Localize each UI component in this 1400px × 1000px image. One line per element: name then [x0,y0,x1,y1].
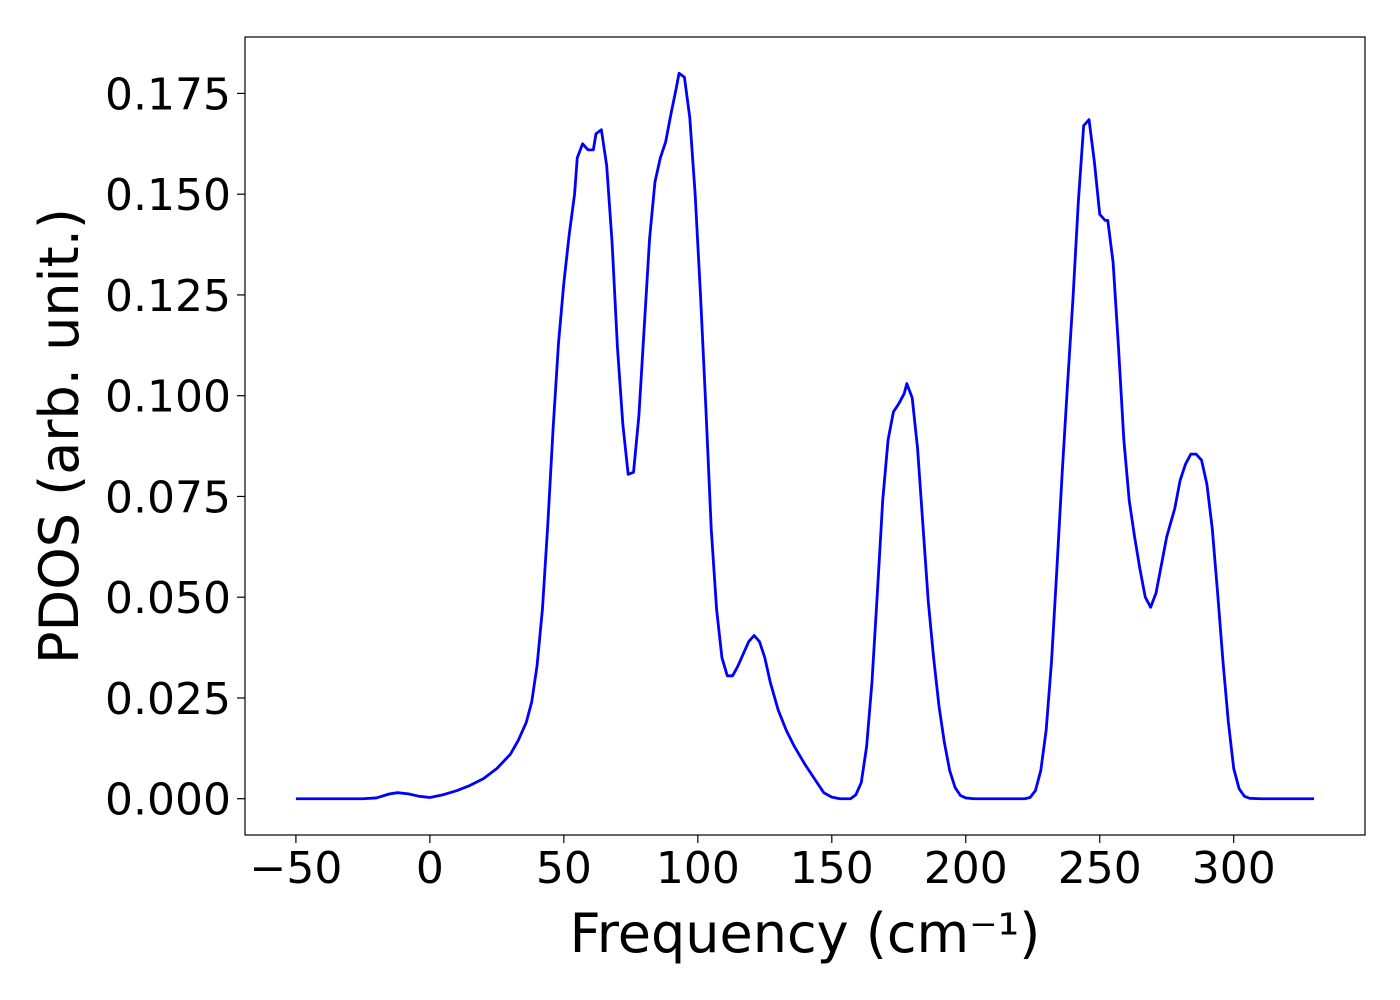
x-tick-label: 150 [790,843,874,894]
y-tick-label: 0.050 [105,573,231,624]
y-tick-label: 0.025 [105,674,231,725]
x-tick-label: 100 [656,843,740,894]
y-tick-label: 0.000 [105,775,231,826]
x-tick-label: −50 [249,843,342,894]
y-tick-label: 0.150 [105,170,231,221]
y-axis-label: PDOS (arb. unit.) [28,208,91,664]
x-tick-label: 50 [536,843,592,894]
y-tick-label: 0.175 [105,69,231,120]
y-tick-label: 0.100 [105,372,231,423]
data-line [295,71,1315,801]
x-tick-label: 0 [416,843,444,894]
y-tick-label: 0.075 [105,472,231,523]
y-tick-label: 0.125 [105,271,231,322]
x-tick-label: 250 [1058,843,1142,894]
plot-frame [244,36,1366,836]
x-axis-label: Frequency (cm⁻¹) [570,902,1041,965]
x-tick-label: 200 [924,843,1008,894]
x-tick-label: 300 [1192,843,1276,894]
